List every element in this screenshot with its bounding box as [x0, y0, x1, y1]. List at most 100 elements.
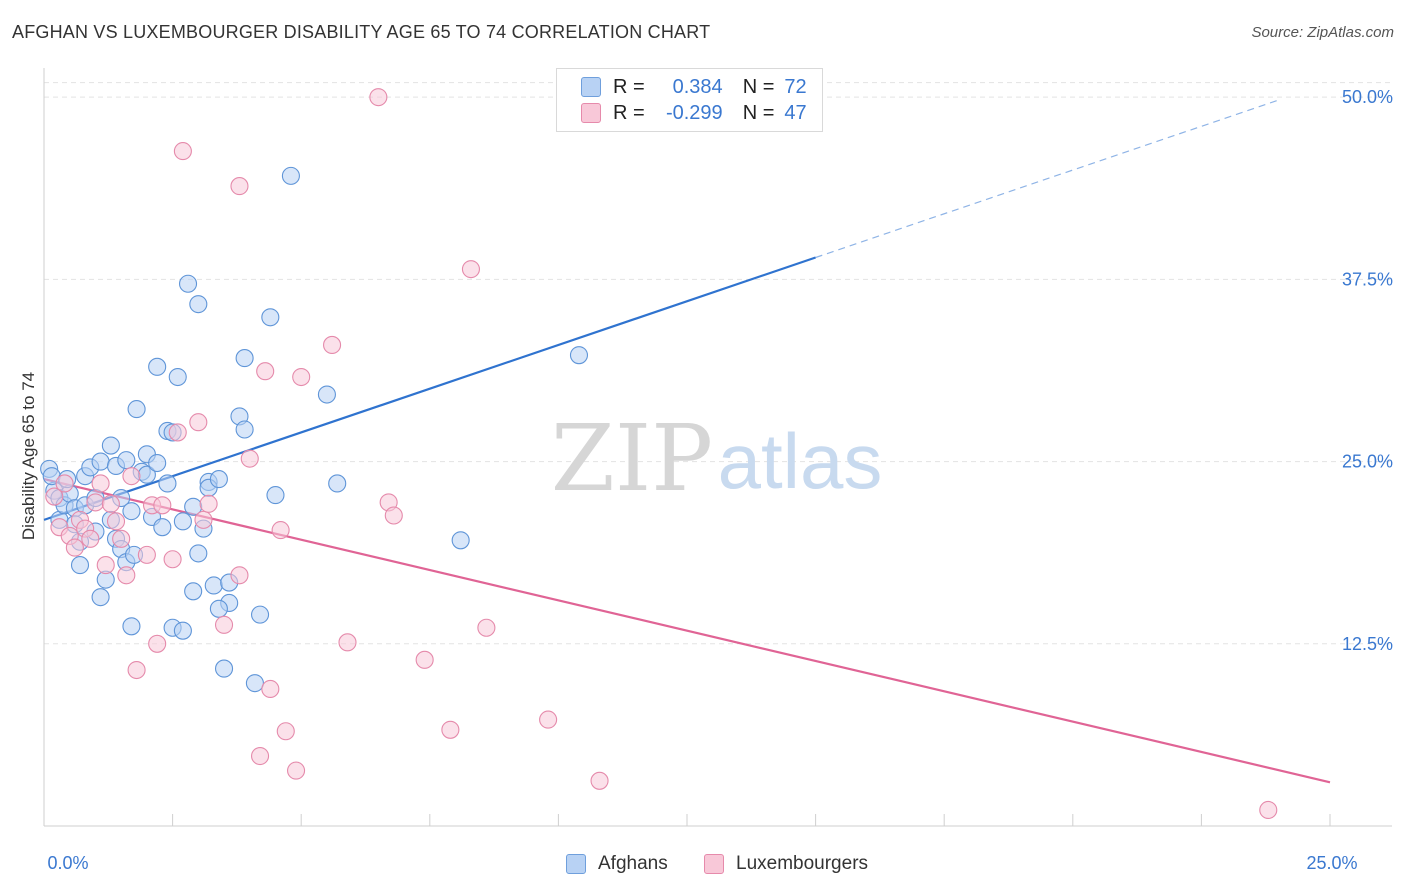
- y-axis-label: Disability Age 65 to 74: [19, 372, 38, 540]
- luxembourger-point: [240, 449, 259, 468]
- afghans-n-value: 72: [784, 75, 807, 98]
- afghan-point: [235, 349, 254, 368]
- afghans-trend-extension: [815, 99, 1279, 259]
- afghan-point: [245, 674, 264, 693]
- afghan-point: [168, 367, 187, 387]
- luxembourger-point: [117, 566, 136, 585]
- luxembourger-point: [384, 506, 403, 525]
- afghan-point: [204, 576, 223, 595]
- afghan-point: [189, 544, 208, 563]
- luxembourger-point: [127, 660, 146, 680]
- luxembourger-point: [1259, 800, 1278, 820]
- luxembourger-point: [137, 545, 156, 564]
- luxembourger-point: [112, 529, 131, 548]
- luxembourgers-r-label: R =: [613, 101, 645, 124]
- luxembourgers-legend-swatch: [704, 854, 724, 874]
- luxembourgers-legend-label: Luxembourgers: [736, 853, 869, 874]
- luxembourger-point: [65, 538, 84, 557]
- luxembourgers-n-value: 47: [784, 101, 807, 124]
- watermark-atlas: atlas: [718, 417, 883, 505]
- afghan-point: [214, 659, 234, 678]
- chart-title: AFGHAN VS LUXEMBOURGER DISABILITY AGE 65…: [12, 22, 711, 42]
- afghan-point: [148, 357, 167, 376]
- afghan-point: [178, 274, 198, 293]
- luxembourger-point: [163, 550, 182, 569]
- afghans-r-label: R =: [613, 75, 645, 98]
- afghans-r-value: 0.384: [672, 75, 723, 98]
- afghan-point: [117, 451, 136, 470]
- luxembourger-point: [96, 556, 115, 575]
- luxembourgers-trend-line: [43, 477, 1331, 784]
- x-tick-label: 25.0%: [1306, 853, 1357, 873]
- luxembourger-point: [461, 260, 481, 279]
- luxembourger-point: [148, 634, 167, 653]
- luxembourger-point: [230, 566, 249, 585]
- luxembourger-point: [173, 142, 192, 161]
- luxembourger-point: [45, 487, 64, 506]
- luxembourger-point: [287, 761, 306, 780]
- afghan-point: [184, 582, 203, 601]
- afghan-point: [91, 588, 110, 607]
- afghan-point: [209, 599, 228, 618]
- luxembourger-point: [276, 722, 295, 741]
- luxembourger-point: [441, 720, 460, 739]
- afghan-point: [451, 531, 470, 550]
- luxembourger-point: [590, 771, 609, 790]
- afghan-point: [569, 346, 589, 365]
- luxembourger-point: [271, 521, 290, 540]
- luxembourger-point: [250, 746, 270, 766]
- luxembourger-point: [256, 362, 275, 381]
- legend-item-luxembourgers[interactable]: Luxembourgers: [704, 851, 868, 877]
- correlation-legend: R = 0.384 N = 72 R = -0.299 N = 47: [556, 68, 823, 132]
- afghan-point: [148, 453, 167, 473]
- afghan-point: [209, 470, 228, 489]
- luxembourger-point: [55, 474, 74, 493]
- afghan-point: [101, 436, 120, 455]
- luxembourger-point: [153, 496, 172, 515]
- luxembourger-point: [199, 494, 218, 513]
- luxembourger-point: [261, 679, 280, 699]
- watermark-zip: ZIP: [551, 405, 713, 512]
- afghan-point: [173, 621, 192, 640]
- afghan-point: [235, 420, 254, 439]
- legend-row-luxembourgers: R = -0.299 N = 47: [581, 100, 807, 126]
- afghan-point: [127, 400, 146, 419]
- y-tick-label: 12.5%: [1342, 634, 1393, 654]
- luxembourger-point: [369, 88, 388, 107]
- watermark: ZIP atlas: [551, 405, 882, 512]
- legend-item-afghans[interactable]: Afghans: [566, 851, 668, 877]
- y-tick-label: 37.5%: [1342, 269, 1393, 289]
- afghan-point: [122, 617, 141, 636]
- luxembourger-point: [230, 177, 249, 196]
- luxembourger-point: [81, 529, 100, 548]
- luxembourger-point: [477, 618, 496, 637]
- afghan-point: [189, 295, 208, 314]
- luxembourger-point: [194, 510, 213, 529]
- afghan-point: [91, 452, 110, 471]
- afghan-point: [328, 474, 347, 493]
- afghan-point: [173, 512, 192, 531]
- afghan-point: [153, 518, 172, 537]
- afghan-point: [281, 166, 300, 185]
- afghans-legend-swatch: [566, 854, 586, 874]
- y-tick-label: 25.0%: [1342, 452, 1393, 472]
- source-credit: Source: ZipAtlas.com: [1251, 24, 1394, 41]
- legend-row-afghans: R = 0.384 N = 72: [581, 74, 807, 100]
- afghans-n-label: N =: [742, 75, 775, 98]
- afghan-point: [122, 502, 141, 521]
- luxembourger-point: [91, 474, 110, 493]
- luxembourger-point: [189, 413, 208, 432]
- luxembourger-point: [101, 494, 120, 513]
- luxembourger-point: [323, 335, 342, 355]
- luxembourgers-swatch: [581, 103, 601, 123]
- luxembourger-point: [168, 423, 187, 442]
- luxembourger-point: [338, 633, 357, 652]
- luxembourgers-n-label: N =: [742, 101, 775, 124]
- luxembourger-point: [122, 467, 141, 486]
- afghan-point: [70, 556, 90, 575]
- y-tick-label: 50.0%: [1342, 87, 1393, 107]
- afghan-point: [158, 474, 177, 493]
- afghans-legend-label: Afghans: [598, 853, 668, 874]
- x-tick-label: 0.0%: [47, 853, 88, 873]
